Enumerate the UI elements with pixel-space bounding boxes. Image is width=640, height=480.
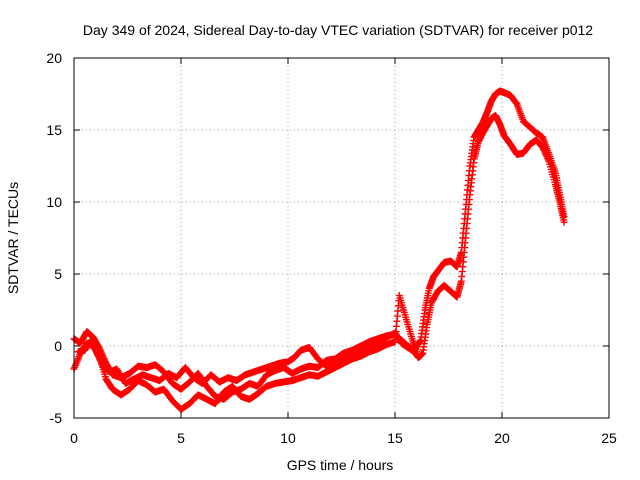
- data-point: [87, 336, 95, 344]
- data-point: [560, 218, 568, 226]
- axis-ticks: [73, 57, 610, 419]
- y-tick-label: 5: [54, 266, 62, 282]
- y-tick-label: 15: [46, 122, 62, 138]
- x-tick-labels: 0 5 10 15 20 25: [70, 430, 617, 446]
- chart-title: Day 349 of 2024, Sidereal Day-to-day VTE…: [83, 22, 593, 38]
- series-group: [74, 329, 422, 387]
- x-tick-label: 20: [494, 430, 510, 446]
- x-tick-label: 25: [601, 430, 617, 446]
- x-tick-label: 5: [177, 430, 185, 446]
- y-tick-label: 10: [46, 194, 62, 210]
- y-axis-label: SDTVAR / TECUs: [5, 182, 21, 294]
- data-point: [92, 347, 100, 355]
- x-axis-label: GPS time / hours: [287, 457, 394, 473]
- data-point: [89, 339, 96, 347]
- data-point: [543, 153, 551, 161]
- plot-frame: [73, 57, 610, 419]
- data-point: [415, 354, 422, 361]
- y-tick-label: 20: [46, 50, 62, 66]
- x-tick-label: 15: [387, 430, 403, 446]
- y-tick-label: 0: [54, 338, 62, 354]
- series-group: [70, 87, 568, 403]
- y-tick-labels: -5 0 5 10 15 20: [46, 50, 62, 426]
- x-tick-label: 0: [70, 430, 78, 446]
- y-tick-label: -5: [50, 410, 63, 426]
- data-point: [91, 344, 99, 352]
- x-tick-label: 10: [280, 430, 296, 446]
- data-series: [70, 87, 568, 413]
